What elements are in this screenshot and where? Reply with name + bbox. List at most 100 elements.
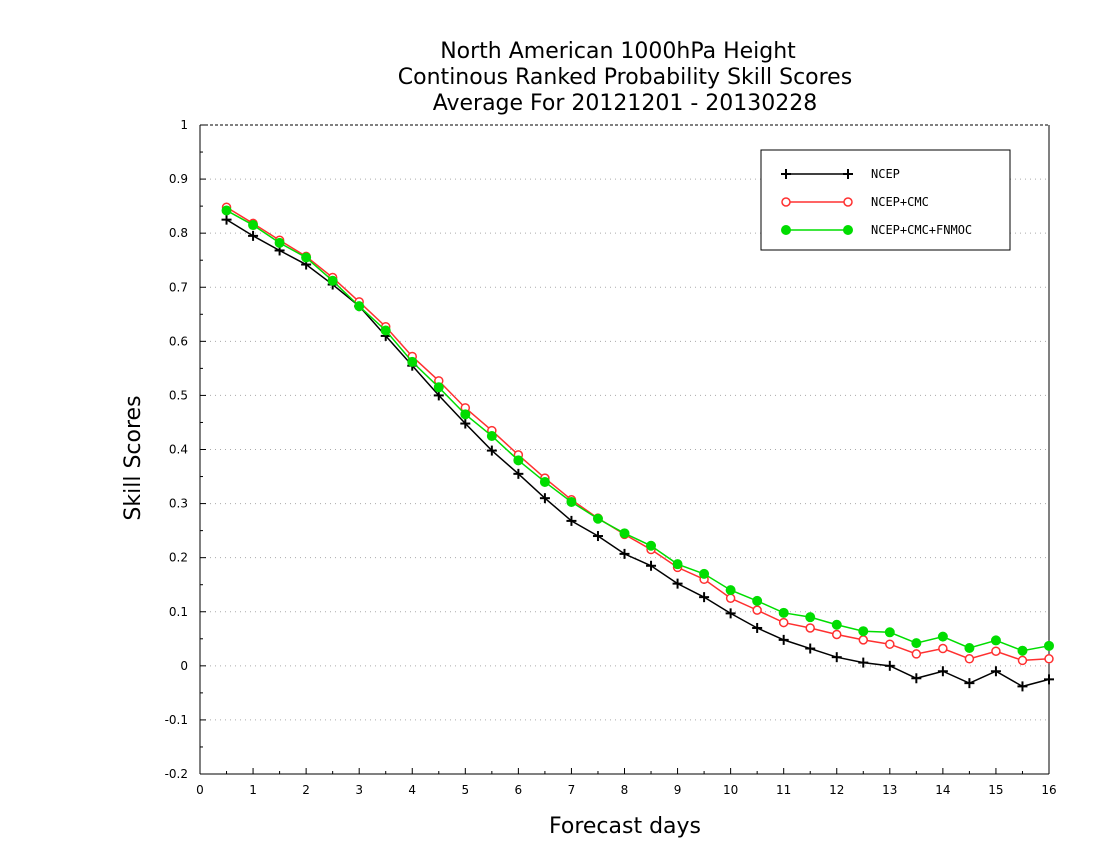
data-point — [911, 649, 922, 659]
x-tick-label: 7 — [568, 783, 576, 797]
data-point — [301, 252, 312, 263]
y-tick-label: 0.3 — [169, 497, 188, 511]
x-axis-label: Forecast days — [549, 814, 701, 839]
grid-lines — [200, 178, 1049, 721]
y-tick-label: 0.5 — [169, 388, 188, 402]
x-axis-ticks: 0 1 2 3 4 5 6 7 8 9 10 11 12 13 14 15 16 — [196, 768, 1057, 797]
data-point — [831, 619, 842, 630]
y-tick-label: 1 — [180, 118, 188, 132]
data-point — [1017, 655, 1028, 666]
y-tick-label: -0.2 — [165, 767, 188, 781]
y-axis-ticks: -0.2 -0.1 0 0.1 0.2 0.3 0.4 0.5 0.6 0.7 0.8 0.9 1 — [165, 118, 206, 781]
x-tick-label: 5 — [461, 783, 469, 797]
data-point — [858, 626, 869, 637]
x-tick-label: 13 — [882, 783, 897, 797]
data-point — [248, 220, 259, 231]
title-line-2: Continous Ranked Probability Skill Score… — [398, 65, 852, 90]
x-tick-label: 16 — [1041, 783, 1056, 797]
x-tick-label: 14 — [935, 783, 950, 797]
legend-label: NCEP+CMC+FNMOC — [871, 223, 972, 237]
data-point — [513, 455, 524, 466]
data-point — [646, 540, 657, 551]
data-point — [752, 605, 762, 615]
y-tick-label: 0.4 — [169, 443, 188, 457]
data-point — [964, 654, 975, 664]
x-tick-label: 11 — [776, 783, 791, 797]
data-point — [433, 382, 444, 393]
data-point — [964, 642, 975, 653]
data-point — [619, 528, 630, 539]
title-line-3: Average For 20121201 - 20130228 — [433, 91, 818, 116]
data-point — [486, 430, 497, 441]
data-point — [725, 593, 736, 603]
data-point — [1017, 645, 1028, 656]
data-point — [752, 595, 763, 606]
series-ncep-cmc-fnmoc — [221, 205, 1054, 656]
data-point — [843, 197, 853, 207]
legend-item: NCEP — [781, 167, 900, 181]
legend-box — [760, 149, 1011, 251]
data-point — [805, 612, 816, 623]
data-point — [843, 225, 853, 235]
x-tick-label: 10 — [723, 783, 738, 797]
series-line — [226, 209, 1050, 652]
data-point — [221, 205, 232, 216]
data-point — [990, 635, 1001, 646]
y-axis-label: Skill Scores — [121, 395, 146, 520]
legend: NCEP NCEP+CMC NCEP+CMC+FNMOC — [760, 149, 1011, 251]
legend-label: NCEP+CMC — [871, 195, 929, 209]
y-tick-label: 0.1 — [169, 605, 188, 619]
chart-title: North American 1000hPa Height Continous … — [398, 39, 852, 116]
series-line — [226, 206, 1050, 662]
data-point — [592, 513, 603, 524]
data-point — [938, 643, 948, 654]
data-point — [778, 617, 789, 628]
data-point — [805, 623, 815, 633]
data-point — [274, 237, 285, 248]
data-point — [781, 225, 791, 235]
series-ncep-cmc — [221, 202, 1054, 666]
data-point — [781, 197, 791, 207]
data-point — [539, 476, 550, 487]
data-point — [460, 409, 471, 420]
data-point — [407, 356, 418, 367]
x-tick-label: 2 — [302, 783, 310, 797]
series-group — [221, 202, 1054, 692]
x-tick-label: 1 — [249, 783, 257, 797]
data-point — [354, 301, 365, 312]
y-tick-label: 0.8 — [169, 226, 188, 240]
data-point — [991, 646, 1001, 656]
x-tick-label: 12 — [829, 783, 844, 797]
title-line-1: North American 1000hPa Height — [440, 39, 796, 64]
data-point — [380, 325, 391, 336]
legend-item: NCEP+CMC — [781, 195, 929, 209]
x-tick-label: 8 — [621, 783, 629, 797]
data-point — [1044, 654, 1054, 664]
y-tick-label: -0.1 — [165, 713, 188, 727]
data-point — [858, 635, 869, 645]
x-tick-label: 0 — [196, 783, 204, 797]
data-point — [725, 585, 736, 596]
y-tick-label: 0.2 — [169, 551, 188, 565]
series-line — [226, 219, 1050, 688]
data-point — [884, 627, 895, 638]
data-point — [672, 559, 683, 570]
data-point — [327, 275, 338, 286]
data-point — [778, 607, 789, 618]
data-point — [1044, 640, 1054, 651]
y-tick-label: 0.7 — [169, 280, 188, 294]
data-point — [937, 631, 948, 642]
x-tick-label: 15 — [988, 783, 1003, 797]
data-point — [699, 568, 710, 579]
x-tick-label: 9 — [674, 783, 682, 797]
data-point — [911, 638, 922, 649]
y-tick-label: 0.6 — [169, 334, 188, 348]
y-tick-label: 0 — [180, 659, 188, 673]
x-tick-label: 3 — [355, 783, 363, 797]
legend-item: NCEP+CMC+FNMOC — [781, 223, 972, 237]
data-point — [832, 629, 842, 640]
y-tick-label: 0.9 — [169, 172, 188, 186]
x-tick-label: 6 — [515, 783, 523, 797]
x-tick-label: 4 — [408, 783, 416, 797]
